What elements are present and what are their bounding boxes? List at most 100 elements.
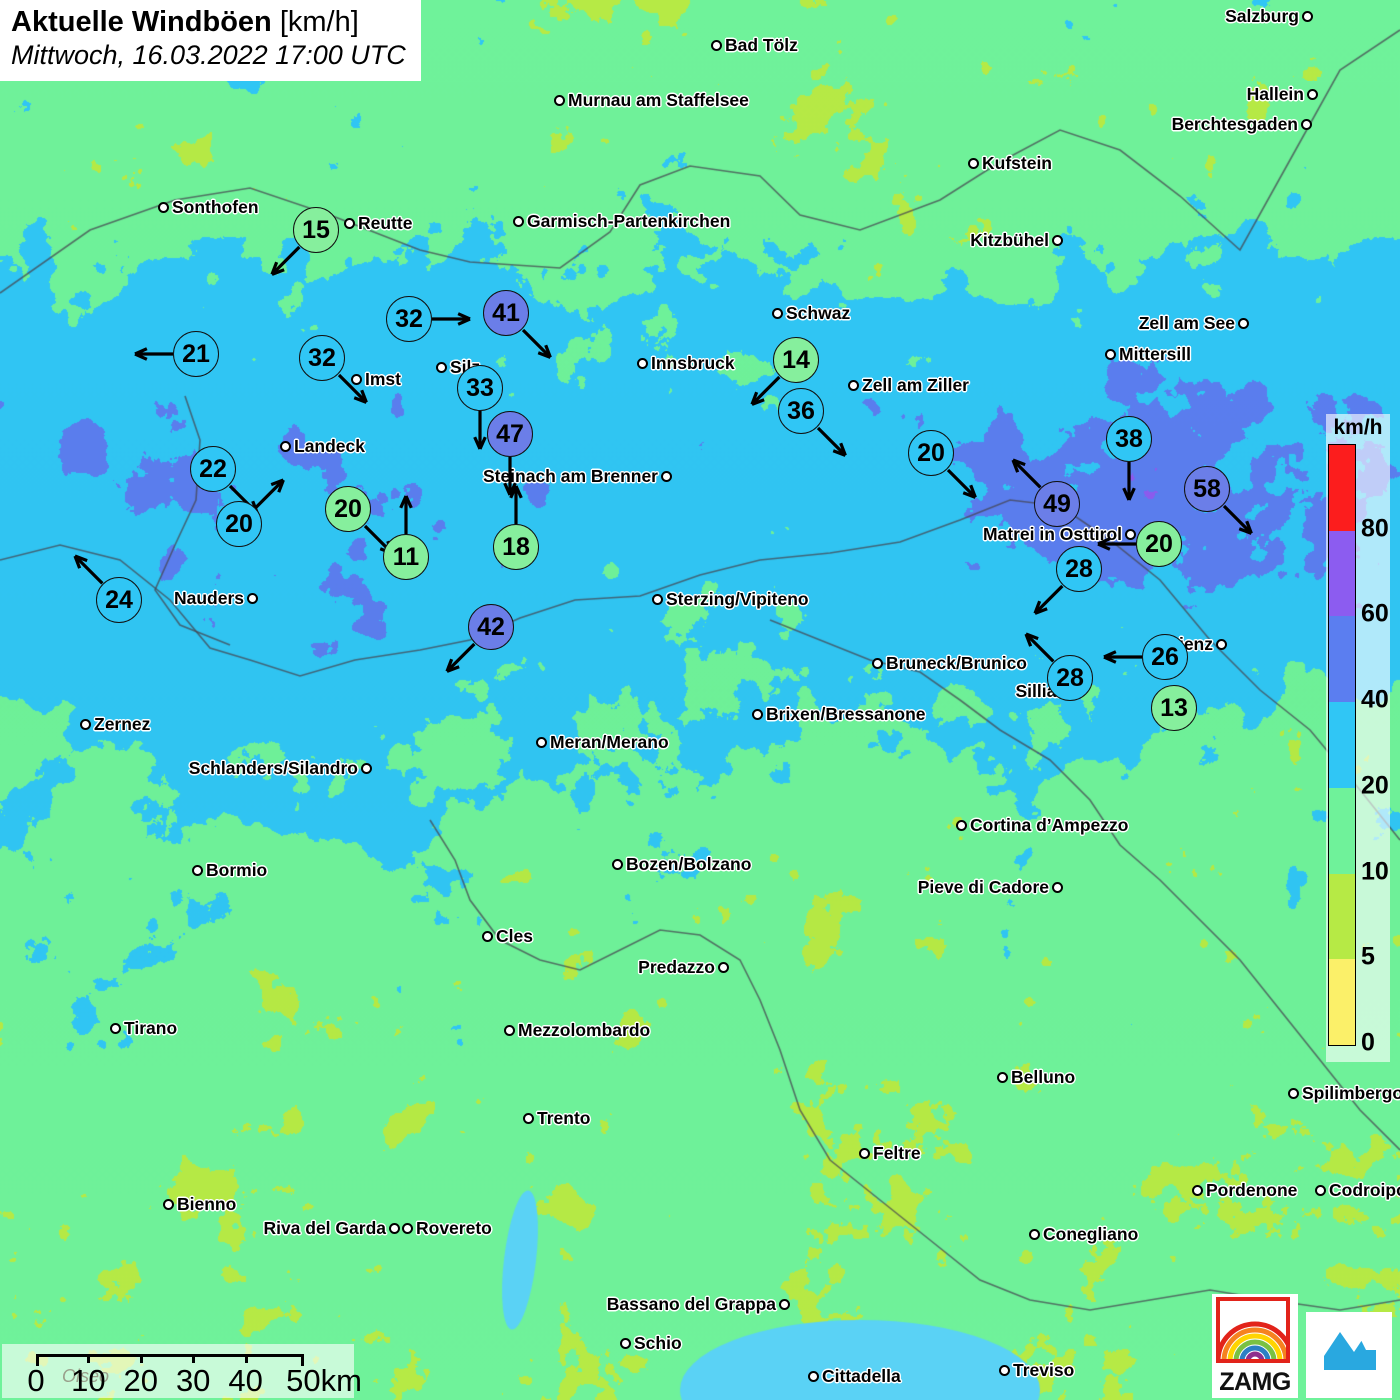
city-name: Cles [496, 926, 533, 946]
city-name: Reutte [358, 213, 413, 233]
city-label: Kufstein [968, 153, 1052, 174]
scale-label-0: 0 [27, 1363, 45, 1398]
city-marker-icon [192, 865, 203, 876]
zamg-rainbow-icon [1216, 1297, 1290, 1363]
city-marker-icon [872, 658, 883, 669]
wind-direction-arrow-icon [1122, 462, 1136, 501]
city-name: Sonthofen [172, 197, 259, 217]
scale-bar: Olseo 0 10 20 30 40 50km [2, 1344, 362, 1398]
wind-station-marker[interactable]: 41 [483, 290, 529, 336]
wind-station-marker[interactable]: 32 [386, 296, 432, 342]
city-label: Landeck [280, 436, 365, 457]
city-label: Bassano del Grappa [607, 1294, 790, 1315]
city-marker-icon [554, 95, 565, 106]
city-name: Schio [634, 1333, 682, 1353]
wind-station-marker[interactable]: 15 [293, 207, 339, 253]
wind-station-marker[interactable]: 14 [773, 337, 819, 383]
wind-station-marker[interactable]: 26 [1142, 634, 1188, 680]
city-marker-icon [1307, 89, 1318, 100]
wind-station-marker[interactable]: 28 [1056, 546, 1102, 592]
wind-direction-arrow-icon [1024, 632, 1055, 663]
city-name: Schwaz [786, 303, 851, 323]
city-marker-icon [997, 1072, 1008, 1083]
city-marker-icon [968, 158, 979, 169]
legend-unit-label: km/h [1333, 416, 1383, 439]
city-label: Steinach am Brenner [483, 466, 672, 487]
city-marker-icon [1216, 639, 1227, 650]
city-name: Bienno [177, 1194, 237, 1214]
wind-station-marker[interactable]: 13 [1151, 685, 1197, 731]
city-label: Feltre [859, 1143, 921, 1164]
city-label: Zell am Ziller [848, 375, 969, 396]
scale-tick [139, 1354, 143, 1363]
city-name: Feltre [873, 1143, 921, 1163]
wind-station-marker[interactable]: 58 [1184, 466, 1230, 512]
city-marker-icon [652, 594, 663, 605]
legend-color-bar: 80 60 40 20 10 5 0 [1328, 444, 1389, 1055]
city-name: Pieve di Cadore [917, 877, 1049, 897]
city-label: Sonthofen [158, 197, 259, 218]
city-name: Mittersill [1119, 344, 1191, 364]
wind-station-marker[interactable]: 24 [96, 577, 142, 623]
wind-station-marker[interactable]: 11 [383, 534, 429, 580]
city-name: Landeck [294, 436, 365, 456]
city-marker-icon [482, 931, 493, 942]
wind-station-marker[interactable]: 33 [457, 365, 503, 411]
wind-station-marker[interactable]: 20 [325, 486, 371, 532]
wind-station-marker[interactable]: 20 [1136, 521, 1182, 567]
city-label: Mittersill [1105, 344, 1191, 365]
legend-band-5: 5 [1329, 873, 1375, 969]
city-label: Spilimbergo [1288, 1083, 1400, 1104]
scale-watermark: Olseo [62, 1366, 110, 1386]
scale-label-10: 10 [71, 1363, 106, 1398]
city-label: Brixen/Bressanone [752, 704, 926, 725]
legend-tick-0: 0 [1361, 1028, 1375, 1057]
city-marker-icon [344, 218, 355, 229]
city-label: Bormio [192, 860, 267, 881]
city-label: Schlanders/Silandro [189, 758, 372, 779]
wind-station-marker[interactable]: 36 [778, 388, 824, 434]
city-name: Conegliano [1043, 1224, 1139, 1244]
legend-band-20: 20 [1329, 702, 1389, 798]
mountain-cloud-logo [1306, 1312, 1392, 1398]
city-label: Codroipo [1315, 1180, 1400, 1201]
legend-band-0: 0 [1329, 959, 1375, 1055]
wind-station-marker[interactable]: 38 [1106, 416, 1152, 462]
wind-station-marker[interactable]: 20 [908, 430, 954, 476]
city-marker-icon [808, 1371, 819, 1382]
city-label: Zernez [80, 714, 150, 735]
city-name: Zell am Ziller [862, 375, 969, 395]
city-marker-icon [1105, 349, 1116, 360]
city-name: Tirano [124, 1018, 178, 1038]
city-label: Meran/Merano [536, 732, 669, 753]
city-label: Sterzing/Vipiteno [652, 589, 809, 610]
scale-label-40: 40 [228, 1363, 263, 1398]
wind-station-marker[interactable]: 32 [299, 335, 345, 381]
city-label: Hallein [1247, 84, 1318, 105]
city-marker-icon [247, 593, 258, 604]
city-marker-icon [956, 820, 967, 831]
city-marker-icon [752, 709, 763, 720]
city-label: Matrei in Osttirol [983, 524, 1136, 545]
wind-station-marker[interactable]: 20 [216, 501, 262, 547]
legend-band-60: 60 [1329, 530, 1389, 626]
city-name: Rovereto [416, 1218, 492, 1238]
city-name: Spilimbergo [1302, 1083, 1400, 1103]
city-marker-icon [436, 362, 447, 373]
title-main-text: Aktuelle Windböen [11, 6, 272, 38]
wind-station-marker[interactable]: 22 [190, 446, 236, 492]
city-label: Nauders [174, 588, 258, 609]
city-label: Innsbruck [637, 353, 735, 374]
city-marker-icon [389, 1223, 400, 1234]
city-label: Conegliano [1029, 1224, 1138, 1245]
wind-station-marker[interactable]: 28 [1047, 655, 1093, 701]
wind-station-marker[interactable]: 47 [487, 411, 533, 457]
city-name: Bad Tölz [725, 35, 798, 55]
wind-direction-arrow-icon [270, 245, 301, 276]
wind-direction-arrow-icon [509, 485, 523, 524]
wind-station-marker[interactable]: 21 [173, 331, 219, 377]
wind-station-marker[interactable]: 49 [1034, 481, 1080, 527]
wind-station-marker[interactable]: 18 [493, 524, 539, 570]
wind-station-marker[interactable]: 42 [468, 604, 514, 650]
title-timestamp: Mittwoch, 16.03.2022 17:00 UTC [11, 40, 406, 70]
